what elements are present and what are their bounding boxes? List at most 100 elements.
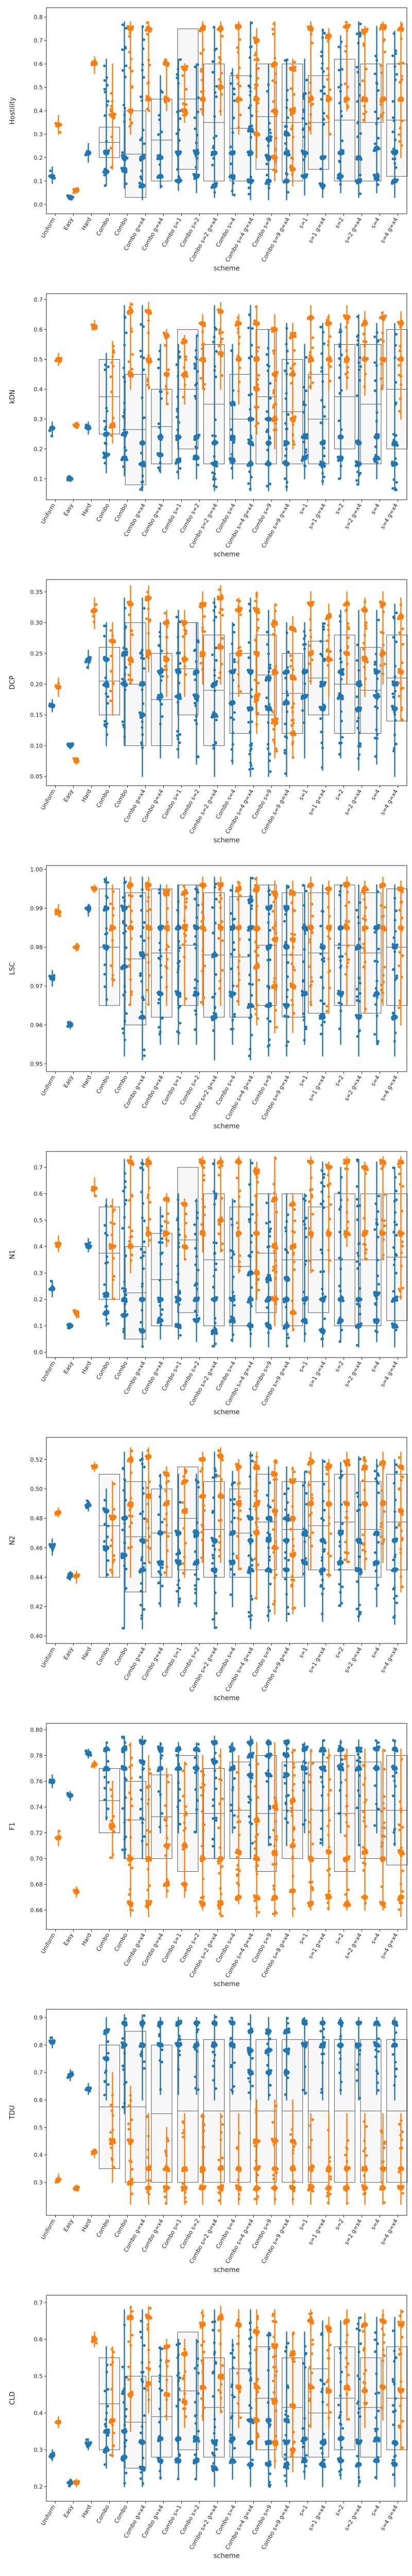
dot-blue: [356, 1218, 359, 1222]
dot-blue: [159, 964, 162, 967]
dot-orange: [345, 919, 348, 923]
dot-blue: [267, 187, 270, 190]
dot-orange: [274, 1242, 278, 1245]
y-tick-label: 0.97: [30, 983, 43, 990]
dot-blue: [338, 392, 341, 395]
dot-blue: [107, 946, 110, 949]
dot-blue: [338, 893, 341, 896]
dot-orange: [219, 894, 222, 897]
dot-orange: [290, 724, 293, 727]
dot-orange: [237, 685, 241, 688]
dot-blue: [305, 454, 309, 457]
dot-orange: [236, 331, 239, 334]
dot-blue: [376, 890, 380, 893]
dot-blue: [285, 1220, 288, 1223]
dot-orange: [203, 604, 207, 607]
dot-orange: [398, 1234, 402, 1237]
dot-orange: [399, 1290, 402, 1293]
dot-orange: [74, 945, 78, 949]
dot-blue: [247, 463, 250, 466]
dot-blue: [356, 681, 359, 684]
dot-orange: [112, 365, 115, 368]
dot-blue: [356, 135, 359, 139]
dot-blue: [196, 699, 199, 702]
dot-blue: [158, 118, 161, 122]
dot-orange: [400, 1264, 403, 1267]
dot-orange: [363, 385, 366, 388]
dot-orange: [184, 997, 188, 1000]
dot-orange: [380, 904, 383, 907]
dot-blue: [285, 392, 288, 395]
y-axis-label: Hostility: [9, 97, 16, 125]
dot-orange: [202, 89, 205, 92]
dot-orange: [311, 980, 314, 983]
dot-orange: [346, 321, 349, 324]
dot-orange: [365, 1258, 368, 1261]
dot-orange: [198, 358, 202, 362]
dot-orange: [400, 383, 403, 386]
dot-blue: [175, 1280, 179, 1284]
dot-blue: [283, 672, 286, 675]
dot-orange: [128, 1226, 131, 1229]
dot-orange: [203, 928, 207, 932]
dot-blue: [285, 448, 288, 451]
dot-blue: [160, 390, 163, 393]
dot-blue: [215, 134, 218, 138]
dot-blue: [247, 1003, 251, 1006]
dot-blue: [375, 979, 379, 982]
dot-blue: [396, 444, 399, 447]
dot-blue: [215, 659, 218, 662]
dot-blue: [141, 1216, 144, 1219]
dot-blue: [177, 635, 180, 639]
dot-blue: [320, 1337, 323, 1341]
dot-orange: [382, 1258, 385, 1261]
dot-orange: [219, 110, 222, 113]
dot-orange: [198, 1158, 202, 1162]
dot-blue: [211, 71, 214, 74]
dot-orange: [147, 1003, 150, 1006]
dot-orange: [236, 1161, 239, 1164]
dot-orange: [238, 1269, 241, 1272]
dot-orange: [363, 914, 367, 918]
dot-orange: [401, 627, 404, 631]
dot-blue: [194, 173, 197, 177]
dot-blue: [320, 366, 323, 369]
dot-blue: [248, 417, 251, 420]
dot-orange: [94, 61, 98, 64]
dot-blue: [394, 640, 398, 643]
dot-orange: [383, 663, 386, 666]
dot-orange: [108, 1243, 112, 1246]
dot-blue: [248, 357, 251, 360]
dot-orange: [291, 668, 295, 671]
dot-blue: [140, 99, 144, 102]
dot-blue: [49, 169, 52, 173]
dot-blue: [319, 421, 322, 425]
dot-blue: [103, 635, 106, 638]
dot-blue: [141, 63, 144, 66]
dot-orange: [346, 29, 349, 32]
dot-orange: [182, 376, 185, 379]
dot-orange: [238, 1205, 241, 1208]
dot-blue: [251, 327, 254, 330]
dot-orange: [326, 67, 329, 70]
dot-orange: [398, 140, 401, 143]
dot-orange: [271, 32, 275, 36]
y-tick-label: 0.2: [34, 1296, 43, 1303]
dot-blue: [286, 1213, 289, 1216]
dot-blue: [122, 1315, 125, 1318]
dot-orange: [75, 421, 79, 425]
dot-blue: [123, 900, 126, 903]
dot-blue: [303, 932, 306, 935]
dot-orange: [255, 723, 259, 726]
dot-orange: [293, 1012, 296, 1015]
dot-blue: [357, 1242, 361, 1245]
dot-orange: [128, 35, 131, 38]
dot-blue: [230, 912, 233, 915]
dot-blue: [286, 116, 289, 119]
dot-orange: [380, 387, 383, 391]
dot-orange: [308, 91, 311, 94]
dot-blue: [123, 169, 126, 172]
dot-orange: [131, 1229, 134, 1232]
dot-blue: [159, 722, 162, 725]
dot-orange: [111, 99, 114, 103]
